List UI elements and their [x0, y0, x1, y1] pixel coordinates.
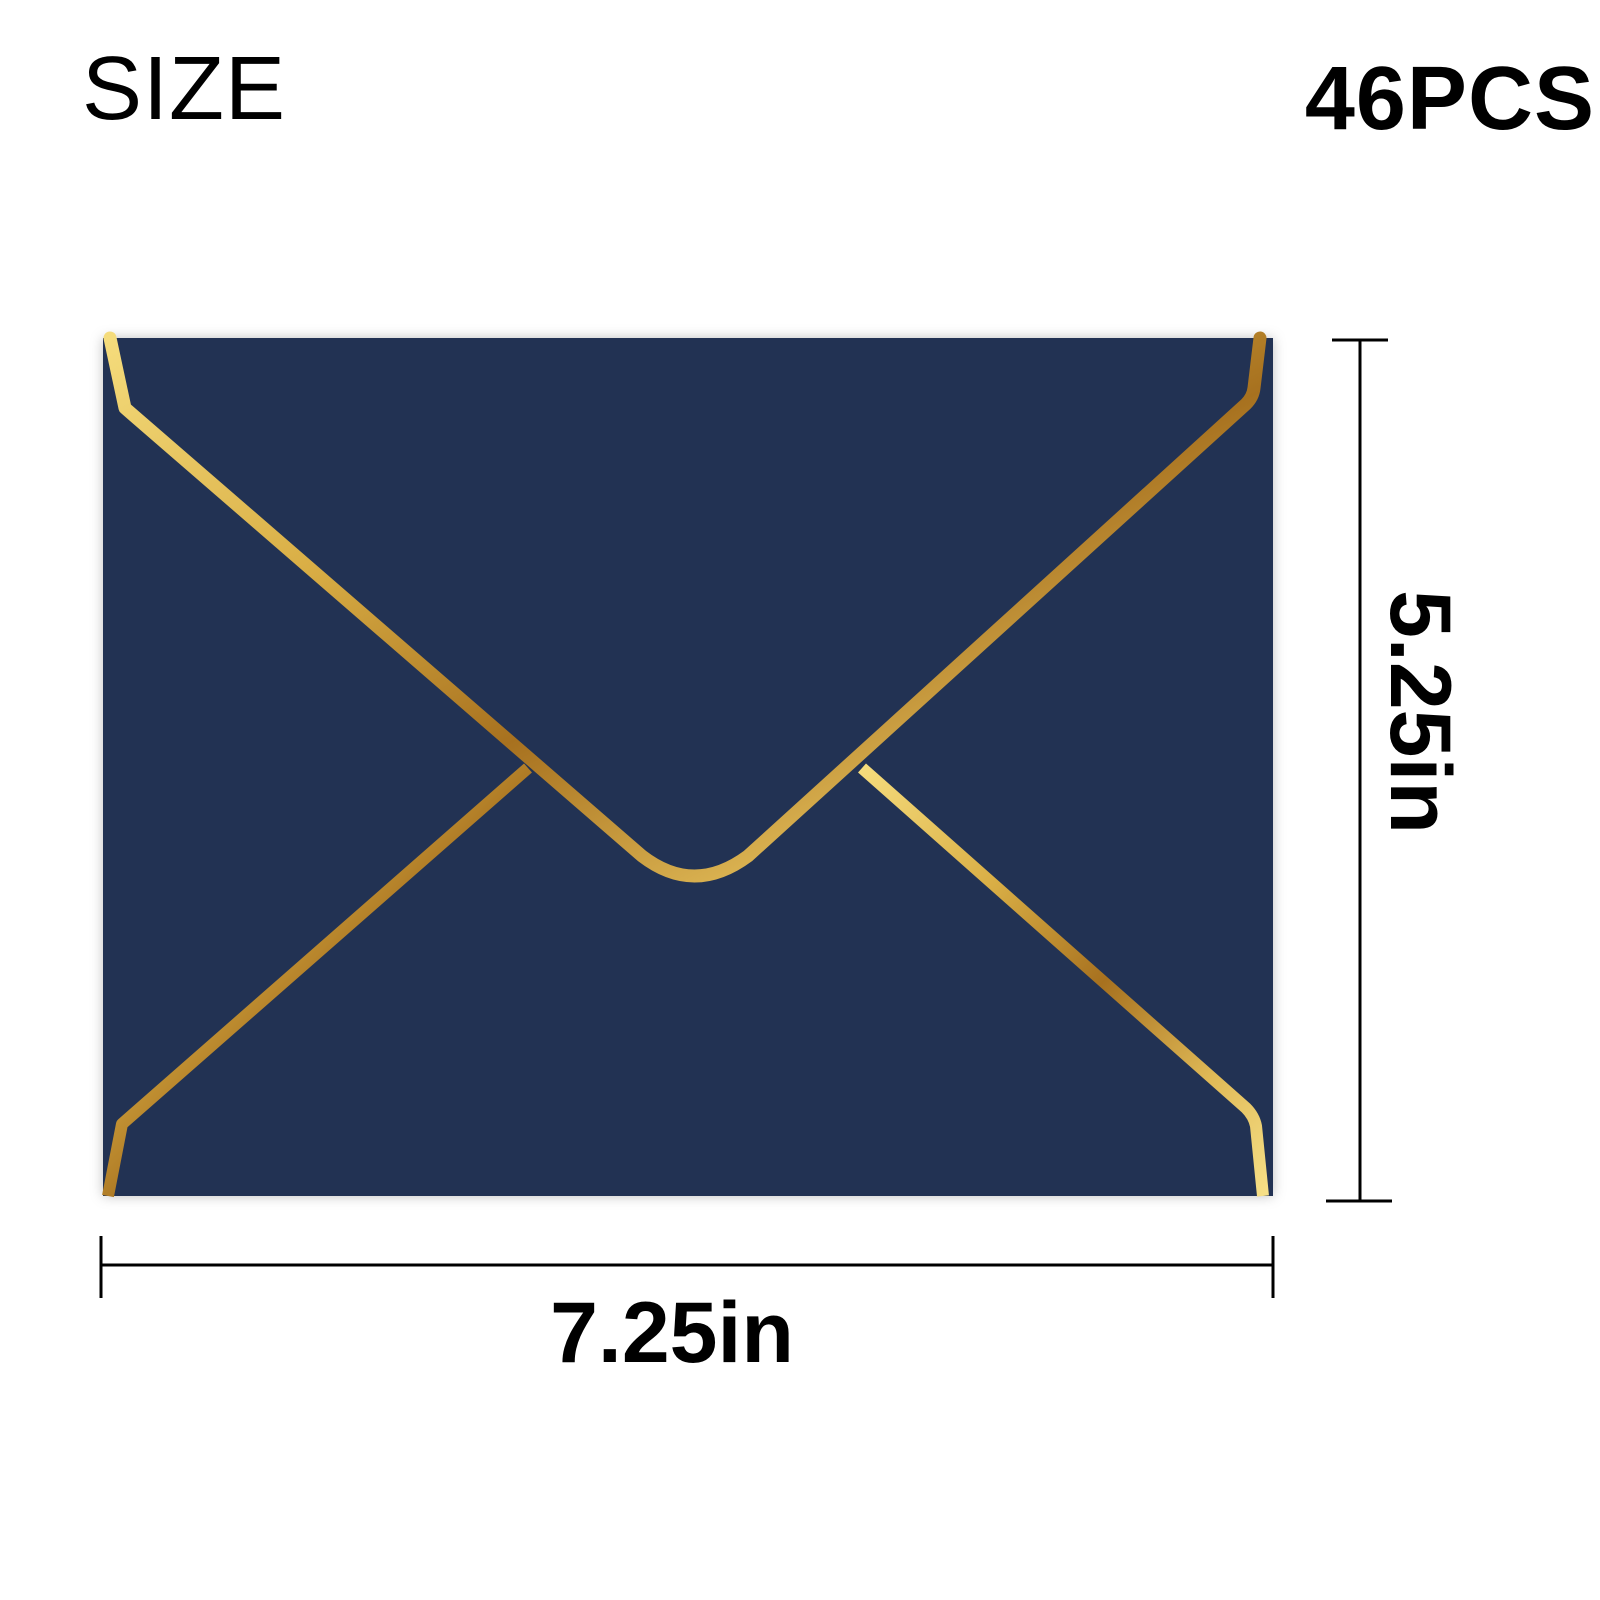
- envelope-body: [103, 338, 1273, 1196]
- envelope-right-bottom-trim: [858, 763, 1269, 1197]
- envelope-left-bottom-trim: [102, 763, 532, 1198]
- height-dimension-line: [1326, 338, 1392, 1203]
- height-label: 5.25in: [1372, 590, 1468, 834]
- width-dimension-line: [99, 1236, 1275, 1298]
- size-title: SIZE: [82, 39, 287, 139]
- quantity-label: 46PCS: [1304, 49, 1595, 149]
- envelope-flap-trim: [103, 331, 1267, 883]
- width-label: 7.25in: [550, 1285, 794, 1381]
